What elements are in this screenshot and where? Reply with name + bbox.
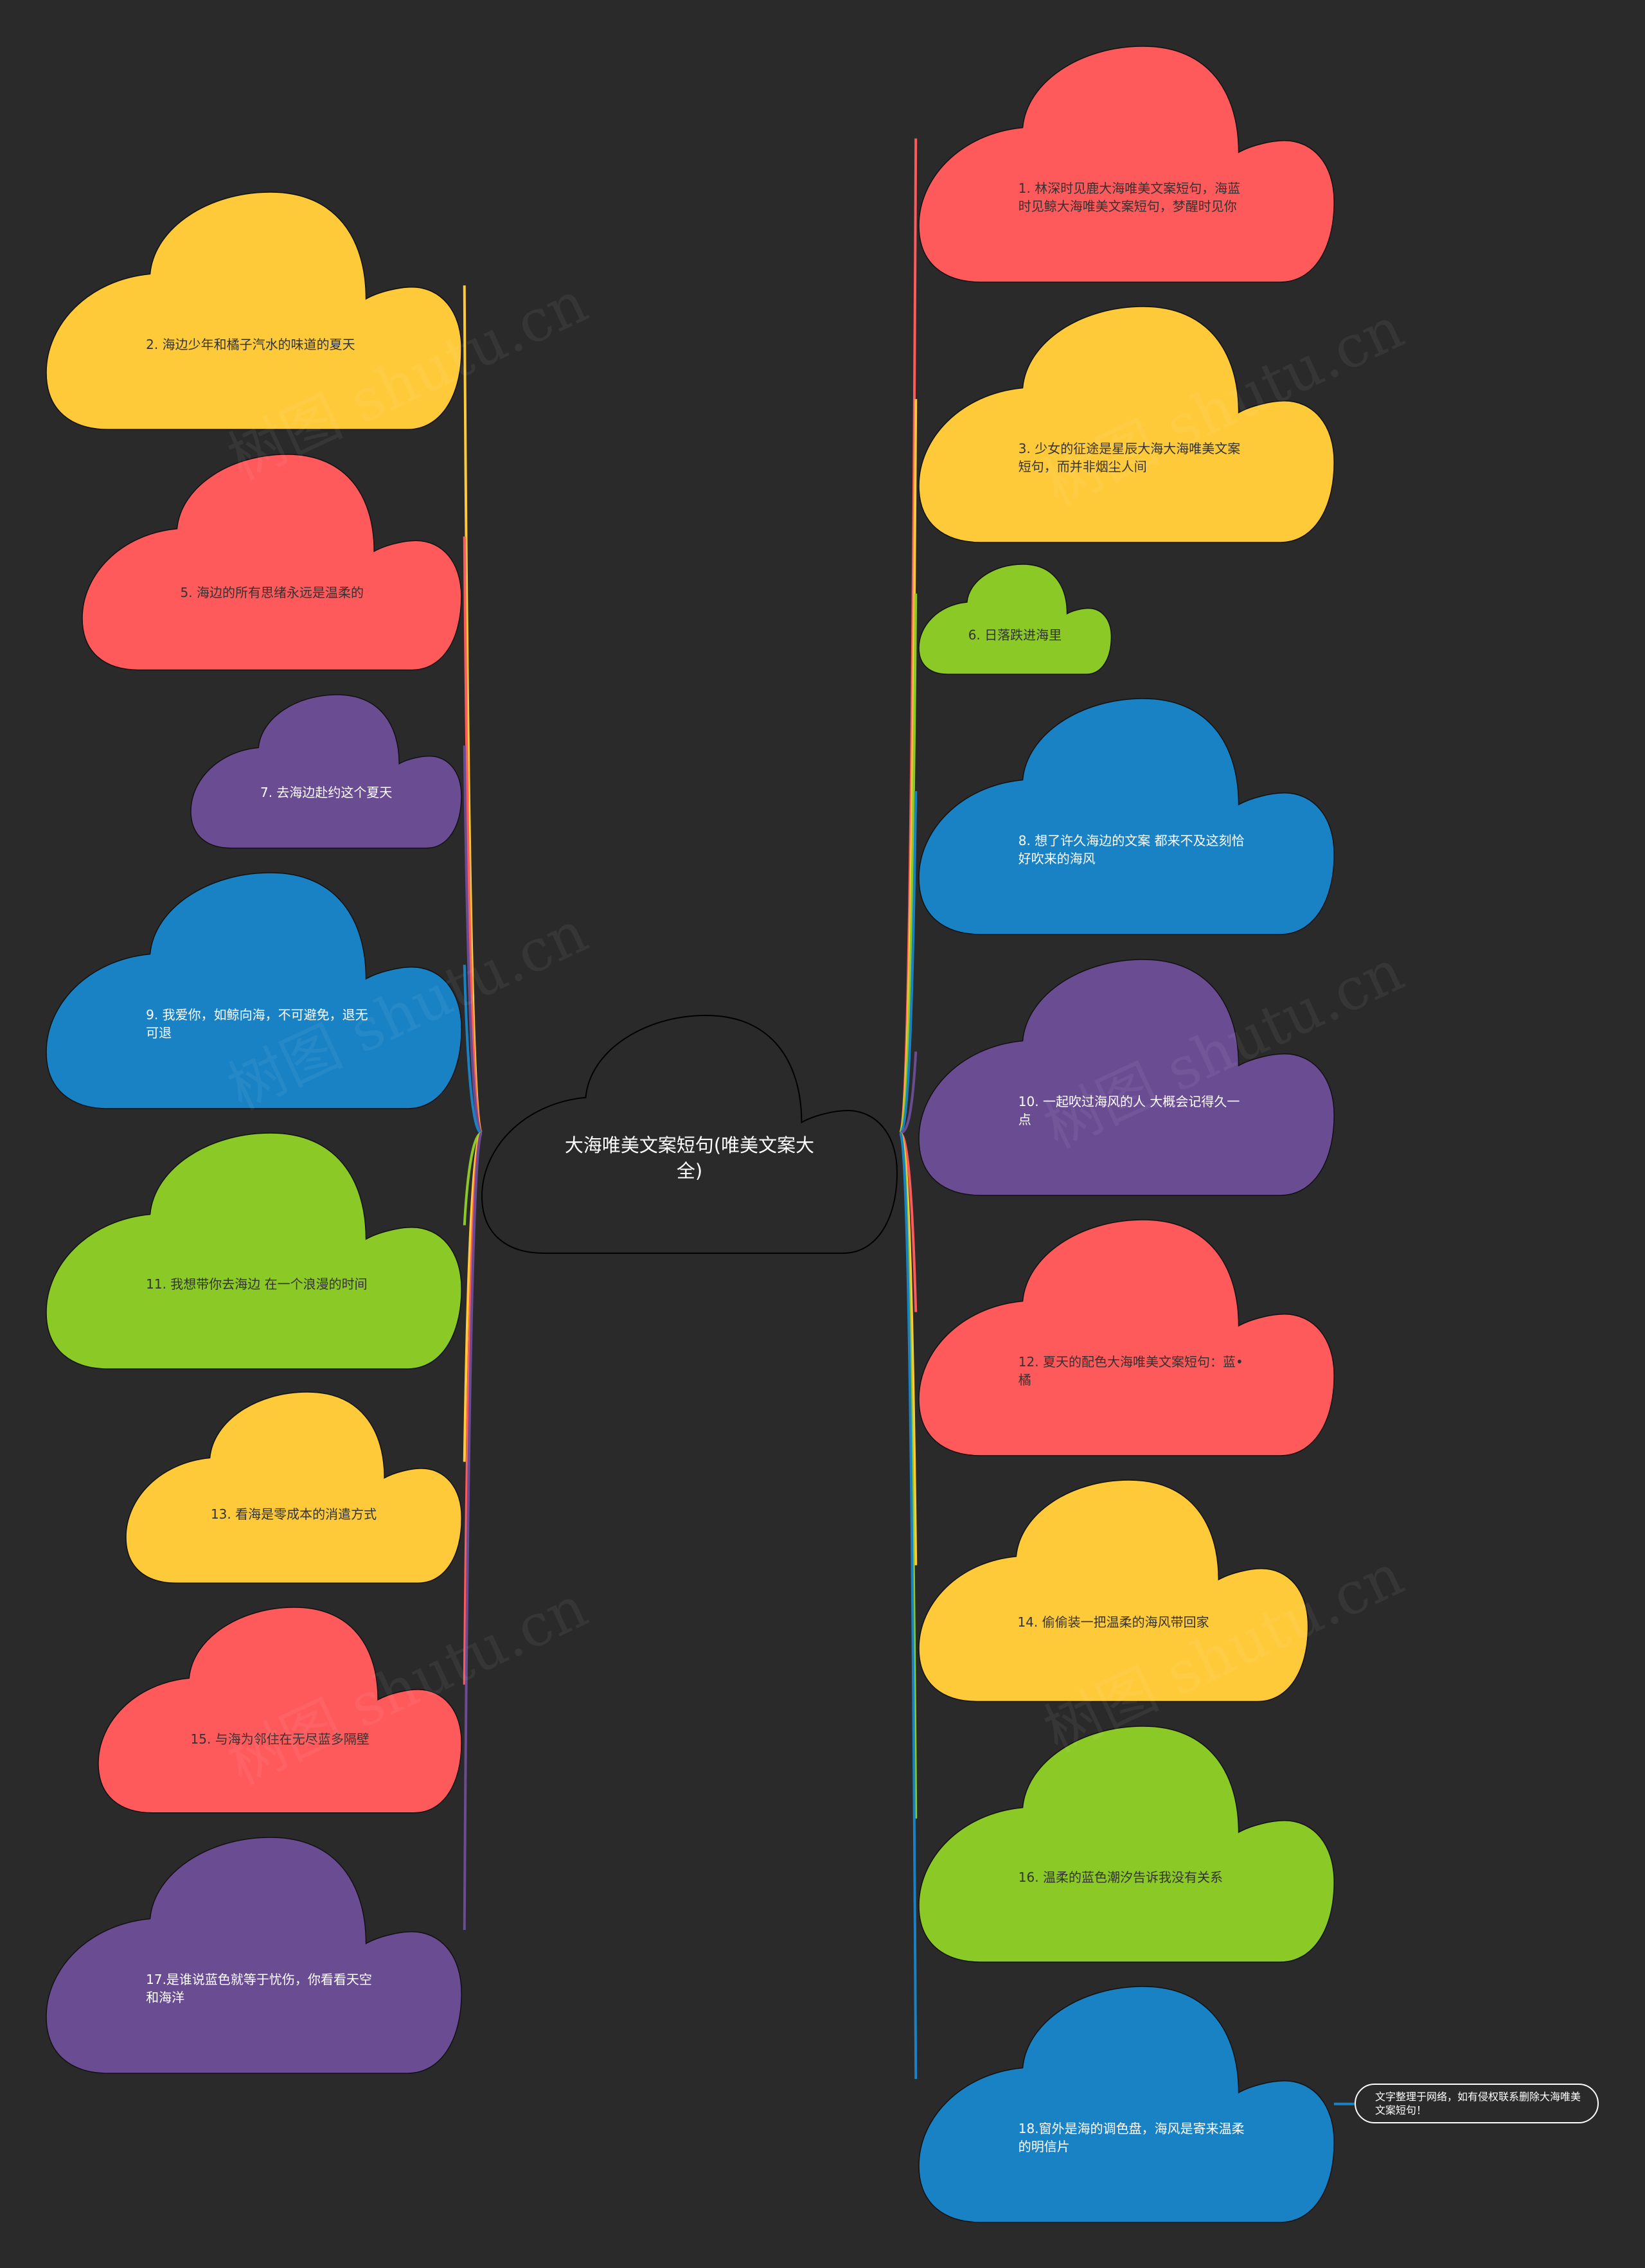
topic-text: 5. 海边的所有思绪永远是温柔的 [180,584,364,600]
topic-text: 17.是谁说蓝色就等于忧伤，你看看天空和海洋 [146,1972,372,2006]
topic-text: 8. 想了许久海边的文案 都来不及这刻恰好吹来的海风 [1018,833,1245,867]
topic-text: 13. 看海是零成本的消遣方式 [210,1506,377,1522]
topic-text: 9. 我爱你，如鲸向海，不可避免，退无可退 [146,1006,368,1040]
connector-line [463,965,483,1134]
topic-node[interactable]: 3. 少女的征途是星辰大海大海唯美文案短句，而并非烟尘人间 [919,307,1334,542]
cloud-shape [919,1987,1334,2222]
cloud-shape [919,1220,1334,1456]
cloud-shape [919,564,1111,674]
cloud-shape [482,1015,897,1253]
cloud-shape [919,307,1334,542]
topic-text: 7. 去海边赴约这个夏天 [260,785,393,801]
cloud-shape [46,873,461,1109]
topic-text: 1. 林深时见鹿大海唯美文案短句，海蓝时见鲸大海唯美文案短句，梦醒时见你 [1018,180,1241,214]
topic-node[interactable]: 15. 与海为邻住在无尽蓝多隔壁 [98,1607,461,1813]
root-topic[interactable]: 大海唯美文案短句(唯美文案大全) [482,1015,897,1253]
topic-text: 6. 日落跌进海里 [968,627,1062,643]
topic-text: 3. 少女的征途是星辰大海大海唯美文案短句，而并非烟尘人间 [1018,441,1241,475]
cloud-shape [46,1837,461,2073]
topic-text: 10. 一起吹过海风的人 大概会记得久一点 [1018,1093,1240,1127]
topic-node[interactable]: 16. 温柔的蓝色潮汐告诉我没有关系 [919,1726,1334,1962]
connector-line [900,1051,918,1134]
cloud-shape [46,1133,461,1369]
connector-line [899,790,918,1134]
connector-line [898,1131,918,2079]
topic-text: 15. 与海为邻住在无尽蓝多隔壁 [190,1731,369,1747]
topic-text: 2. 海边少年和橘子汽水的味道的夏天 [146,336,355,352]
topic-text: 18.窗外是海的调色盘，海风是寄来温柔的明信片 [1018,2121,1245,2155]
topic-node[interactable]: 7. 去海边赴约这个夏天 [191,695,461,848]
cloud-shape [919,960,1334,1195]
cloud-shape [919,46,1334,282]
cloud-shape [919,699,1334,934]
topic-node[interactable]: 13. 看海是零成本的消遣方式 [126,1392,461,1583]
cloud-shape [919,1726,1334,1962]
topic-node[interactable]: 5. 海边的所有思绪永远是温柔的 [82,454,461,670]
topic-text: 11. 我想带你去海边 在一个浪漫的时间 [146,1276,368,1292]
topic-text: 12. 夏天的配色大海唯美文案短句：蓝•橘 [1018,1353,1243,1388]
cloud-shape [98,1607,461,1813]
note-box[interactable]: 文字整理于网络，如有侵权联系删除大海唯美文案短句！ [1355,2084,1599,2123]
topic-node[interactable]: 14. 偷偷装一把温柔的海风带回家 [919,1480,1308,1701]
topic-node[interactable]: 10. 一起吹过海风的人 大概会记得久一点 [919,960,1334,1195]
topic-node[interactable]: 18.窗外是海的调色盘，海风是寄来温柔的明信片 [919,1987,1334,2222]
connector-line [463,746,483,1134]
topic-node[interactable]: 9. 我爱你，如鲸向海，不可避免，退无可退 [46,873,461,1109]
topic-node[interactable]: 17.是谁说蓝色就等于忧伤，你看看天空和海洋 [46,1837,461,2073]
topic-node[interactable]: 1. 林深时见鹿大海唯美文案短句，海蓝时见鲸大海唯美文案短句，梦醒时见你 [919,46,1334,282]
cloud-shape [126,1392,461,1583]
note-text: 文字整理于网络，如有侵权联系删除大海唯美文案短句！ [1375,2091,1581,2116]
cloud-shape [46,192,461,429]
topic-node[interactable]: 12. 夏天的配色大海唯美文案短句：蓝•橘 [919,1220,1334,1456]
topic-text: 16. 温柔的蓝色潮汐告诉我没有关系 [1018,1869,1223,1885]
topic-text: 14. 偷偷装一把温柔的海风带回家 [1017,1614,1209,1630]
cloud-shape [919,1480,1308,1701]
connector-line [463,1131,483,1930]
topic-node[interactable]: 6. 日落跌进海里 [919,564,1111,674]
root-topic-text: 大海唯美文案短句(唯美文案大全) [564,1134,815,1182]
cloud-shape [191,695,461,848]
topic-node[interactable]: 11. 我想带你去海边 在一个浪漫的时间 [46,1133,461,1369]
cloud-shape [82,454,461,670]
topic-node[interactable]: 8. 想了许久海边的文案 都来不及这刻恰好吹来的海风 [919,699,1334,934]
topic-node[interactable]: 2. 海边少年和橘子汽水的味道的夏天 [46,192,461,429]
